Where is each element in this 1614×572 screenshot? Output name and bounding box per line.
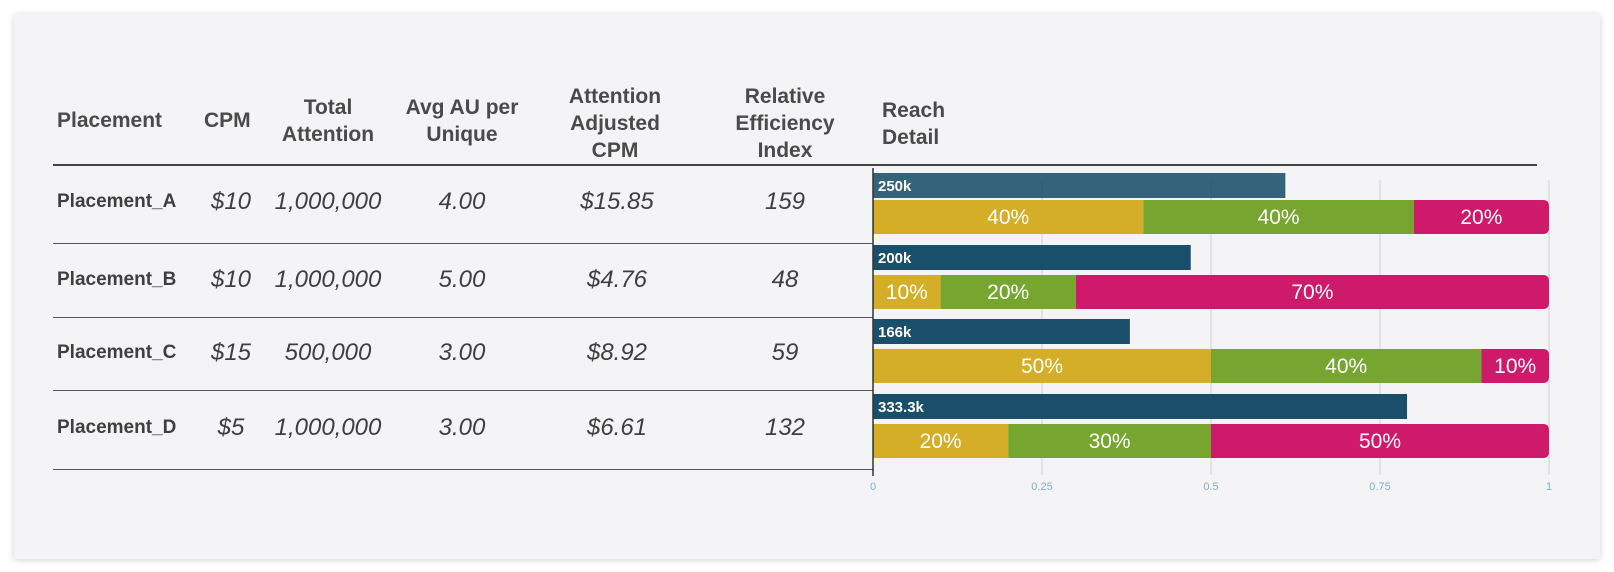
reach-bar-label: 166k bbox=[878, 324, 912, 341]
cell-total-attention: 1,000,000 bbox=[274, 414, 382, 441]
header-avg-au: Avg AU per Unique bbox=[397, 94, 527, 148]
segment-bar bbox=[1008, 424, 1211, 458]
header-rei-line1: Relative bbox=[744, 85, 826, 108]
cell-placement: Placement_A bbox=[57, 191, 177, 212]
reach-bar bbox=[873, 394, 1408, 419]
cell-cpm: $15 bbox=[210, 339, 252, 366]
segment-bar bbox=[873, 424, 1009, 458]
segment-label: 20% bbox=[920, 430, 962, 453]
x-tick-label: 0.25 bbox=[1031, 481, 1052, 493]
cell-avg-au: 4.00 bbox=[438, 188, 486, 215]
segment-bar bbox=[1075, 275, 1549, 309]
row-divider bbox=[53, 317, 873, 318]
cell-rei: 48 bbox=[771, 266, 799, 293]
header-reach-detail: Reach Detail bbox=[882, 97, 945, 151]
reach-bar bbox=[873, 319, 1130, 344]
segment-bar bbox=[1413, 200, 1549, 234]
cell-avg-au: 3.00 bbox=[438, 339, 486, 366]
segment-label: 20% bbox=[1460, 206, 1502, 229]
header-total-attention: Total Attention bbox=[278, 94, 378, 148]
cell-avg-au: 5.00 bbox=[438, 266, 486, 293]
header-rei: Relative Efficiency Index bbox=[725, 83, 845, 164]
header-aacpm-line3: CPM bbox=[591, 139, 639, 162]
segment-label: 50% bbox=[1359, 430, 1401, 453]
header-avg-au-line2: Unique bbox=[426, 123, 498, 146]
cell-cpm: $5 bbox=[217, 414, 245, 441]
x-tick-label: 0.5 bbox=[1203, 481, 1218, 493]
segment-bar bbox=[873, 349, 1211, 383]
reach-bar-label: 333.3k bbox=[878, 399, 925, 416]
header-rei-line2: Efficiency bbox=[735, 112, 835, 135]
cell-aacpm: $4.76 bbox=[586, 266, 648, 293]
header-avg-au-line1: Avg AU per bbox=[405, 96, 519, 119]
header-total-attention-line1: Total bbox=[303, 96, 353, 119]
header-aacpm: Attention Adjusted CPM bbox=[555, 83, 675, 164]
segment-label: 40% bbox=[1325, 355, 1367, 378]
cell-cpm: $10 bbox=[210, 266, 252, 293]
x-tick-label: 0.75 bbox=[1369, 481, 1390, 493]
cell-avg-au: 3.00 bbox=[438, 414, 486, 441]
segment-bar bbox=[1143, 200, 1414, 234]
header-reach-line1: Reach bbox=[882, 99, 946, 122]
cell-rei: 132 bbox=[764, 414, 806, 441]
header-total-attention-line2: Attention bbox=[281, 123, 375, 146]
segment-bar bbox=[940, 275, 1076, 309]
header-aacpm-line1: Attention bbox=[568, 85, 662, 108]
cell-placement: Placement_C bbox=[57, 342, 177, 363]
cell-rei: 159 bbox=[764, 188, 806, 215]
cell-placement: Placement_D bbox=[57, 417, 177, 438]
segment-label: 70% bbox=[1291, 281, 1333, 304]
segment-label: 40% bbox=[1258, 206, 1300, 229]
header-aacpm-line2: Adjusted bbox=[570, 112, 660, 135]
segment-bar bbox=[1481, 349, 1549, 383]
reach-bar-label: 250k bbox=[878, 178, 912, 195]
segment-label: 30% bbox=[1089, 430, 1131, 453]
header-reach-line2: Detail bbox=[882, 126, 940, 149]
segment-label: 10% bbox=[1494, 355, 1536, 378]
cell-total-attention: 1,000,000 bbox=[274, 266, 382, 293]
row-divider bbox=[53, 469, 873, 470]
reach-bar-label: 200k bbox=[878, 250, 912, 267]
cell-aacpm: $8.92 bbox=[586, 339, 648, 366]
segment-label: 40% bbox=[987, 206, 1029, 229]
cell-total-attention: 500,000 bbox=[284, 339, 372, 366]
header-divider bbox=[53, 164, 1537, 166]
cell-aacpm: $6.61 bbox=[586, 414, 648, 441]
reach-bar bbox=[873, 173, 1286, 198]
segment-label: 20% bbox=[987, 281, 1029, 304]
segment-bar bbox=[873, 275, 941, 309]
reach-bar bbox=[873, 245, 1191, 270]
cell-aacpm: $15.85 bbox=[580, 188, 654, 215]
row-divider bbox=[53, 243, 873, 244]
segment-bar bbox=[1211, 349, 1482, 383]
segment-bar bbox=[1211, 424, 1549, 458]
header-rei-line3: Index bbox=[757, 139, 813, 162]
cell-placement: Placement_B bbox=[57, 269, 177, 290]
x-tick-label: 0 bbox=[870, 481, 876, 493]
cell-rei: 59 bbox=[771, 339, 799, 366]
cell-total-attention: 1,000,000 bbox=[274, 188, 382, 215]
row-divider bbox=[53, 390, 873, 391]
header-cpm: CPM bbox=[204, 109, 251, 132]
cell-cpm: $10 bbox=[210, 188, 252, 215]
segment-label: 50% bbox=[1021, 355, 1063, 378]
x-tick-label: 1 bbox=[1546, 481, 1552, 493]
segment-label: 10% bbox=[886, 281, 928, 304]
segment-bar bbox=[873, 200, 1144, 234]
header-placement: Placement bbox=[57, 109, 163, 132]
